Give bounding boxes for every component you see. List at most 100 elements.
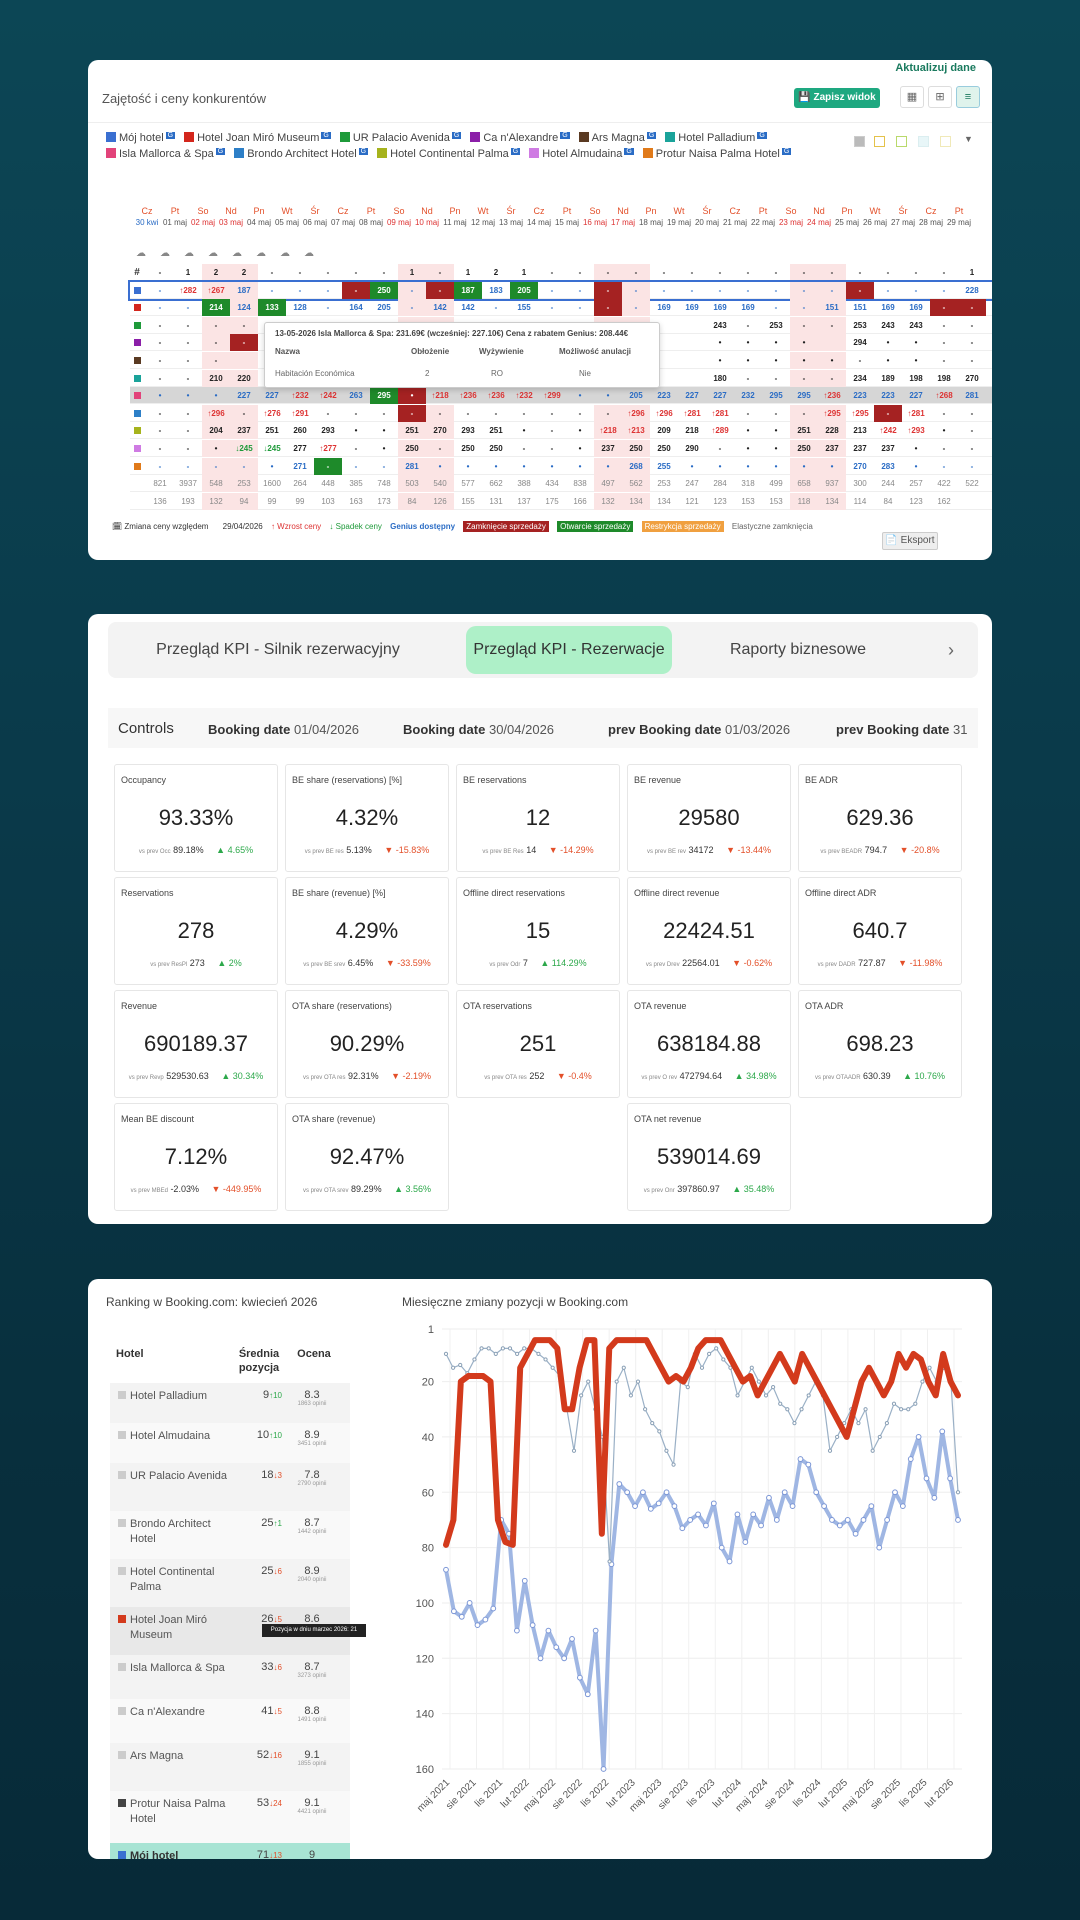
grid-cell[interactable]: ↑296 bbox=[655, 408, 673, 418]
grid-cell[interactable]: 821 bbox=[153, 479, 167, 489]
grid-cell[interactable]: 162 bbox=[937, 496, 951, 506]
grid-cell[interactable]: 134 bbox=[818, 492, 846, 510]
grid-cell[interactable]: - bbox=[298, 285, 302, 295]
tab-booking-engine[interactable]: Przegląd KPI - Silnik rezerwacyjny bbox=[156, 641, 400, 658]
grid-cell[interactable]: ↓245 bbox=[230, 440, 258, 457]
grid-cell[interactable]: • bbox=[690, 461, 694, 471]
grid-cell[interactable]: - bbox=[942, 285, 946, 295]
grid-cell[interactable]: - bbox=[622, 264, 650, 281]
grid-cell[interactable]: - bbox=[790, 264, 818, 281]
grid-cell[interactable]: 204 bbox=[202, 422, 230, 440]
grid-cell[interactable]: - bbox=[942, 444, 946, 453]
grid-cell[interactable]: 250 bbox=[790, 440, 818, 457]
grid-cell[interactable]: 658 bbox=[790, 475, 818, 493]
grid-cell[interactable]: 232 bbox=[741, 391, 755, 401]
grid-cell[interactable]: 497 bbox=[594, 475, 622, 493]
grid-cell[interactable]: 198 bbox=[937, 373, 951, 383]
grid-cell[interactable]: 228 bbox=[965, 285, 979, 295]
grid-cell[interactable]: 2 bbox=[493, 268, 499, 277]
grid-cell[interactable]: - bbox=[550, 426, 554, 436]
kpi-card[interactable]: BE share (reservations) [%] 4.32% vs prev … bbox=[285, 764, 449, 872]
grid-cell[interactable]: 189 bbox=[881, 373, 895, 383]
grid-cell[interactable]: 251 bbox=[265, 426, 279, 436]
grid-cell[interactable]: 251 bbox=[790, 422, 818, 440]
grid-cell[interactable] bbox=[678, 352, 706, 369]
grid-cell[interactable]: - bbox=[942, 320, 946, 330]
grid-cell[interactable]: • bbox=[718, 338, 722, 348]
grid-cell[interactable]: 134 bbox=[622, 492, 650, 510]
grid-cell[interactable]: 250 bbox=[657, 444, 671, 453]
grid-cell[interactable]: 220 bbox=[230, 369, 258, 387]
grid-cell[interactable] bbox=[678, 370, 706, 387]
grid-cell[interactable]: 562 bbox=[622, 475, 650, 493]
grid-cell[interactable]: - bbox=[230, 316, 258, 334]
grid-cell[interactable]: - bbox=[578, 268, 582, 277]
grid-cell[interactable]: - bbox=[186, 444, 190, 453]
save-view-button[interactable]: 💾 Zapisz widok bbox=[794, 88, 880, 108]
grid-cell[interactable]: - bbox=[398, 281, 426, 299]
grid-cell[interactable]: - bbox=[578, 285, 582, 295]
grid-cell[interactable]: • bbox=[354, 426, 358, 436]
grid-cell[interactable]: - bbox=[550, 268, 554, 277]
grid-cell[interactable]: 94 bbox=[230, 492, 258, 510]
grid-cell[interactable]: 169 bbox=[657, 303, 671, 313]
grid-cell[interactable]: 169 bbox=[741, 303, 755, 313]
grid-cell[interactable]: 227 bbox=[909, 391, 923, 401]
grid-cell[interactable]: 205 bbox=[377, 303, 391, 313]
grid-cell[interactable]: 99 bbox=[295, 496, 305, 506]
grid-cell[interactable]: ↑242 bbox=[319, 391, 337, 401]
grid-cell[interactable]: • bbox=[398, 387, 426, 405]
grid-cell[interactable]: 205 bbox=[510, 281, 538, 299]
grid-cell[interactable]: 295 bbox=[769, 391, 783, 401]
grid-cell[interactable]: 251 bbox=[398, 422, 426, 440]
grid-cell[interactable]: 187 bbox=[230, 281, 258, 299]
grid-cell[interactable]: 153 bbox=[741, 496, 755, 506]
grid-view-icon[interactable]: ⊞ bbox=[928, 86, 952, 108]
grid-cell[interactable]: 662 bbox=[489, 479, 503, 489]
grid-cell[interactable]: • bbox=[382, 444, 386, 453]
grid-cell[interactable]: - bbox=[970, 408, 974, 418]
kpi-card[interactable]: Offline direct ADR 640.7 vs prev DADR 727.… bbox=[798, 877, 962, 985]
legend-hotel[interactable]: UR Palacio Avenida G bbox=[339, 132, 462, 144]
grid-cell[interactable] bbox=[230, 352, 258, 369]
grid-cell[interactable]: 164 bbox=[349, 303, 363, 313]
grid-cell[interactable]: - bbox=[846, 281, 874, 299]
grid-cell[interactable]: 253 bbox=[657, 479, 671, 489]
grid-cell[interactable]: ↑281 bbox=[711, 408, 729, 418]
color-filter-cyan[interactable] bbox=[918, 136, 929, 147]
filter-prev-booking-date-from[interactable]: prev Booking date 01/03/2026 bbox=[608, 722, 791, 737]
grid-cell[interactable]: 227 bbox=[713, 391, 727, 401]
grid-cell[interactable]: 1600 bbox=[263, 479, 281, 489]
list-view-icon[interactable]: ≡ bbox=[956, 86, 980, 108]
grid-cell[interactable]: 173 bbox=[377, 496, 391, 506]
grid-cell[interactable]: ↑276 bbox=[263, 408, 281, 418]
grid-cell[interactable]: 448 bbox=[321, 479, 335, 489]
grid-cell[interactable]: • bbox=[746, 356, 750, 365]
grid-cell[interactable]: 268 bbox=[622, 457, 650, 475]
grid-cell[interactable]: • bbox=[942, 426, 946, 436]
grid-cell[interactable]: 223 bbox=[657, 391, 671, 401]
kpi-card[interactable]: Offline direct reservations 15 vs prev Odr… bbox=[456, 877, 620, 985]
grid-cell[interactable]: 193 bbox=[181, 496, 195, 506]
grid-cell[interactable]: ↑296 bbox=[622, 404, 650, 422]
grid-cell[interactable]: • bbox=[718, 356, 722, 365]
grid-cell[interactable]: - bbox=[270, 268, 274, 277]
grid-cell[interactable]: 422 bbox=[937, 479, 951, 489]
grid-cell[interactable]: ↑299 bbox=[543, 391, 561, 401]
grid-cell[interactable]: - bbox=[158, 356, 162, 365]
grid-cell[interactable]: 132 bbox=[202, 492, 230, 510]
grid-cell[interactable]: ↑295 bbox=[818, 404, 846, 422]
grid-cell[interactable]: 244 bbox=[881, 479, 895, 489]
grid-cell[interactable]: - bbox=[158, 408, 162, 418]
grid-cell[interactable]: - bbox=[774, 285, 778, 295]
grid-cell[interactable]: 277 bbox=[293, 444, 307, 453]
grid-cell[interactable]: - bbox=[970, 338, 974, 348]
grid-cell[interactable]: - bbox=[970, 356, 974, 365]
grid-cell[interactable]: - bbox=[662, 285, 666, 295]
kpi-card[interactable]: OTA net revenue 539014.69 vs prev Onr 3978… bbox=[627, 1103, 791, 1211]
grid-cell[interactable]: 180 bbox=[713, 373, 727, 383]
kpi-card[interactable]: Occupancy 93.33% vs prev Occ 89.18% ▲ 4.65… bbox=[114, 764, 278, 872]
grid-cell[interactable]: 250 bbox=[370, 281, 398, 299]
grid-cell[interactable]: 151 bbox=[853, 303, 867, 313]
grid-cell[interactable]: ↑218 bbox=[594, 422, 622, 440]
